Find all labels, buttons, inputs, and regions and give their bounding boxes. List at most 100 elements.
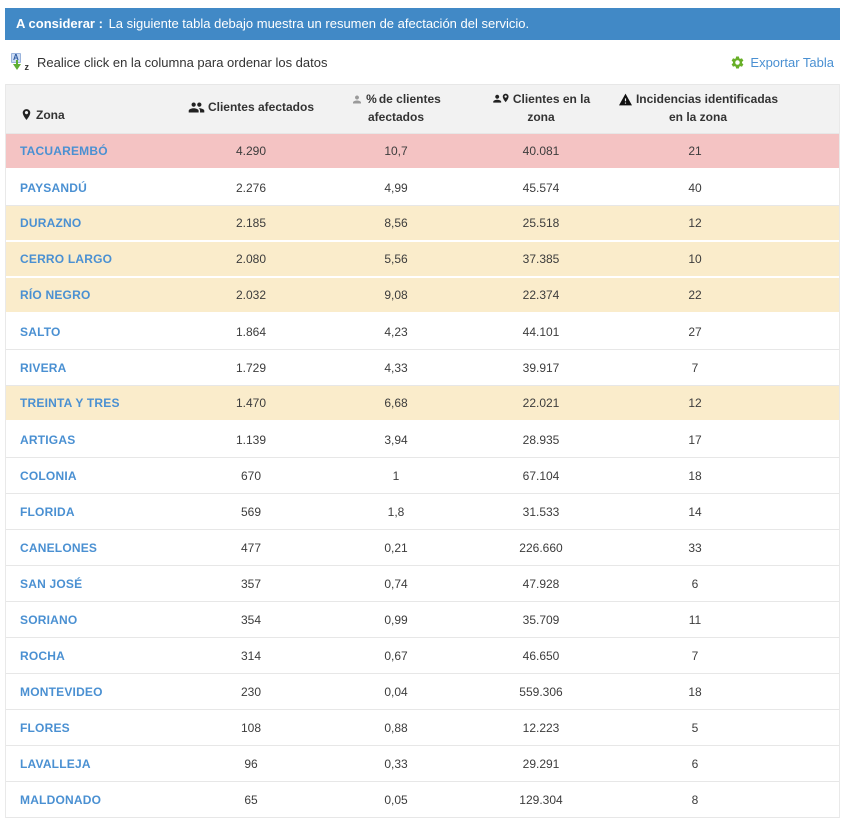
zone-link[interactable]: FLORES: [20, 720, 70, 735]
incidents-cell: 5: [691, 720, 699, 735]
table-row: TACUAREMBÓ 4.290 10,7 40.081 21: [6, 134, 839, 170]
affected-cell: 2.276: [235, 180, 267, 195]
table-row: SAN JOSÉ 357 0,74 47.928 6: [6, 566, 839, 602]
incidents-cell: 27: [688, 324, 702, 339]
column-label: Incidencias identificadas en la zona: [635, 92, 779, 124]
map-pin-icon: [20, 107, 33, 126]
table-row: ROCHA 314 0,67 46.650 7: [6, 638, 839, 674]
percent-cell: 4,33: [384, 360, 408, 375]
incidents-cell: 18: [688, 468, 702, 483]
zone-clients-cell: 12.223: [522, 720, 560, 735]
zone-clients-cell: 39.917: [522, 360, 560, 375]
column-header-clientes-afectados[interactable]: Clientes afectados: [181, 100, 321, 118]
table-row: COLONIA 670 1 67.104 18: [6, 458, 839, 494]
incidents-cell: 11: [688, 612, 702, 627]
notice-bold: A considerar :: [16, 16, 103, 31]
zone-link[interactable]: ARTIGAS: [20, 432, 76, 447]
zone-link[interactable]: MONTEVIDEO: [20, 684, 103, 699]
percent-cell: 8,56: [384, 216, 408, 230]
percent-cell: 4,23: [384, 324, 408, 339]
export-table-button[interactable]: Exportar Tabla: [730, 55, 834, 70]
affected-cell: 1.470: [235, 396, 267, 410]
zone-link[interactable]: SALTO: [20, 324, 61, 339]
zone-clients-cell: 46.650: [522, 648, 560, 663]
zone-link[interactable]: TREINTA Y TRES: [20, 396, 120, 410]
column-header-clientes-zona[interactable]: Clientes en la zona: [471, 92, 611, 125]
percent-cell: 0,21: [384, 540, 408, 555]
percent-cell: 4,99: [384, 180, 408, 195]
affected-cell: 569: [240, 504, 262, 519]
percent-cell: 1,8: [387, 504, 405, 519]
zone-link[interactable]: FLORIDA: [20, 504, 75, 519]
column-label: Clientes en la zona: [512, 92, 591, 124]
zone-clients-cell: 226.660: [519, 540, 563, 555]
percent-cell: 10,7: [384, 144, 408, 158]
affected-cell: 1.729: [235, 360, 267, 375]
incidents-cell: 14: [688, 504, 702, 519]
table-row: PAYSANDÚ 2.276 4,99 45.574 40: [6, 170, 839, 206]
zone-link[interactable]: COLONIA: [20, 468, 77, 483]
table-row: DURAZNO 2.185 8,56 25.518 12: [6, 206, 839, 242]
person-location-icon: [492, 92, 510, 110]
zone-link[interactable]: SAN JOSÉ: [20, 576, 83, 591]
affected-cell: 96: [244, 756, 258, 771]
incidents-cell: 18: [688, 684, 702, 699]
affected-cell: 230: [240, 684, 262, 699]
affected-cell: 1.139: [235, 432, 267, 447]
percent-cell: 0,05: [384, 792, 408, 807]
incidents-cell: 8: [691, 792, 699, 807]
zone-link[interactable]: LAVALLEJA: [20, 756, 91, 771]
percent-cell: 0,33: [384, 756, 408, 771]
column-label: de clientes afectados: [367, 92, 441, 124]
zone-clients-cell: 45.574: [522, 180, 560, 195]
zone-link[interactable]: CANELONES: [20, 540, 98, 555]
incidents-cell: 6: [691, 576, 699, 591]
zone-clients-cell: 22.021: [522, 396, 560, 410]
zone-clients-cell: 31.533: [522, 504, 560, 519]
zone-link[interactable]: RÍO NEGRO: [20, 288, 91, 302]
column-header-incidencias[interactable]: Incidencias identificadas en la zona: [611, 92, 839, 125]
column-header-percent-afectados[interactable]: % de clientes afectados: [321, 92, 471, 125]
zone-link[interactable]: MALDONADO: [20, 792, 102, 807]
zone-link[interactable]: PAYSANDÚ: [20, 180, 87, 195]
table-row: MONTEVIDEO 230 0,04 559.306 18: [6, 674, 839, 710]
table-header-row: Zona Clientes afectados % de clientes afe…: [6, 84, 839, 134]
zone-clients-cell: 28.935: [522, 432, 560, 447]
percent-cell: 0,04: [384, 684, 408, 699]
table-row: RIVERA 1.729 4,33 39.917 7: [6, 350, 839, 386]
table-row: LAVALLEJA 96 0,33 29.291 6: [6, 746, 839, 782]
zone-link[interactable]: RIVERA: [20, 360, 67, 375]
zone-clients-cell: 37.385: [522, 252, 560, 266]
incidents-cell: 6: [691, 756, 699, 771]
zone-clients-cell: 47.928: [522, 576, 560, 591]
zone-clients-cell: 25.518: [522, 216, 560, 230]
zone-link[interactable]: CERRO LARGO: [20, 252, 113, 266]
affected-cell: 2.185: [235, 216, 267, 230]
affected-cell: 1.864: [235, 324, 267, 339]
zone-link[interactable]: SORIANO: [20, 612, 78, 627]
zone-clients-cell: 35.709: [522, 612, 560, 627]
notice-bar: A considerar : La siguiente tabla debajo…: [5, 8, 840, 40]
people-icon: [188, 101, 205, 118]
percent-sign: %: [366, 92, 377, 106]
person-percent-icon: [351, 93, 363, 110]
table-row: FLORIDA 569 1,8 31.533 14: [6, 494, 839, 530]
toolbar: A z Realice click en la columna para ord…: [5, 40, 840, 84]
zone-clients-cell: 129.304: [519, 792, 563, 807]
column-label: Clientes afectados: [207, 99, 315, 114]
incidents-cell: 10: [688, 252, 702, 266]
table-row: SORIANO 354 0,99 35.709 11: [6, 602, 839, 638]
percent-cell: 1: [392, 468, 400, 483]
column-header-zona[interactable]: Zona: [6, 107, 181, 126]
incidents-cell: 22: [688, 288, 702, 302]
zone-clients-cell: 22.374: [522, 288, 560, 302]
percent-cell: 3,94: [384, 432, 408, 447]
warning-triangle-icon: [618, 93, 633, 110]
zone-link[interactable]: ROCHA: [20, 648, 65, 663]
zone-clients-cell: 40.081: [522, 144, 560, 158]
zone-link[interactable]: DURAZNO: [20, 216, 82, 230]
table-row: FLORES 108 0,88 12.223 5: [6, 710, 839, 746]
zone-clients-cell: 29.291: [522, 756, 560, 771]
affected-cell: 314: [240, 648, 262, 663]
zone-link[interactable]: TACUAREMBÓ: [20, 144, 108, 158]
